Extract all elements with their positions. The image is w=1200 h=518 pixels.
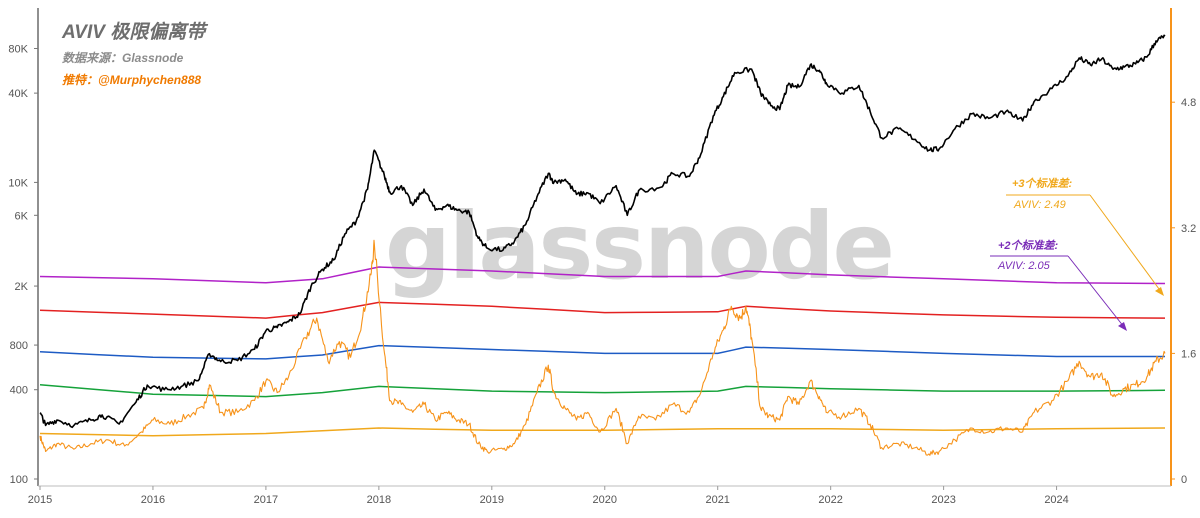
- x-tick-label: 2024: [1044, 494, 1068, 506]
- aviv-line: [39, 239, 1166, 456]
- x-tick-label: 2017: [254, 494, 278, 506]
- x-tick-label: 2015: [28, 494, 52, 506]
- right-tick-label: 1.6: [1181, 348, 1196, 360]
- annotation-plus3-title: +3个标准差:: [1012, 177, 1073, 190]
- band-plus3-line: [39, 266, 1166, 285]
- annotation-plus2-value: AVIV: 2.05: [997, 260, 1051, 272]
- x-tick-label: 2018: [367, 494, 391, 506]
- left-tick-label: 400: [10, 385, 28, 397]
- annotation-plus3-arrowhead: [1155, 287, 1164, 296]
- left-tick-label: 40K: [8, 88, 28, 100]
- left-tick-label: 2K: [15, 281, 29, 293]
- series-layer: [39, 34, 1166, 456]
- band-plus2-line: [39, 301, 1166, 319]
- left-tick-label: 80K: [8, 43, 28, 55]
- left-axis-ticks: 100 400 800 2K 6K 10K 40K 80K: [8, 43, 38, 486]
- band-plus1-line: [39, 344, 1165, 360]
- right-axis-ticks: 0 1.6 3.2 4.8: [1171, 97, 1196, 486]
- right-tick-label: 4.8: [1181, 97, 1196, 109]
- right-tick-label: 0: [1181, 474, 1187, 486]
- left-tick-label: 6K: [15, 210, 29, 222]
- left-tick-label: 100: [10, 474, 28, 486]
- x-tick-label: 2016: [141, 494, 165, 506]
- x-axis-ticks: 2015 2016 2017 2018 2019 2020 2021 2022 2023 2024: [28, 486, 1069, 506]
- x-tick-label: 2020: [593, 494, 617, 506]
- annotation-plus2-arrowhead: [1118, 322, 1127, 331]
- annotation-plus2: +2个标准差: AVIV: 2.05: [990, 239, 1127, 331]
- x-tick-label: 2022: [818, 494, 842, 506]
- source-line: 数据来源：Glassnode: [62, 51, 184, 65]
- watermark: glassnode: [385, 193, 893, 300]
- right-tick-label: 3.2: [1181, 223, 1196, 235]
- btc-price-line: [39, 34, 1166, 429]
- author-line: 推特：@Murphychen888: [62, 73, 201, 87]
- annotation-plus3: +3个标准差: AVIV: 2.49: [1006, 177, 1164, 296]
- annotation-plus2-arrow: [1067, 255, 1125, 328]
- annotation-plus3-value: AVIV: 2.49: [1013, 199, 1066, 211]
- x-tick-label: 2021: [705, 494, 729, 506]
- left-tick-label: 800: [10, 340, 28, 352]
- band-minus1-line: [39, 427, 1166, 437]
- annotation-plus2-title: +2个标准差:: [998, 239, 1059, 252]
- x-tick-label: 2019: [480, 494, 504, 506]
- annotation-plus3-arrow: [1089, 194, 1163, 294]
- x-tick-label: 2023: [931, 494, 955, 506]
- band-mean-line: [39, 384, 1166, 398]
- chart-title: AVIV 极限偏离带: [61, 21, 208, 43]
- left-tick-label: 10K: [8, 177, 28, 189]
